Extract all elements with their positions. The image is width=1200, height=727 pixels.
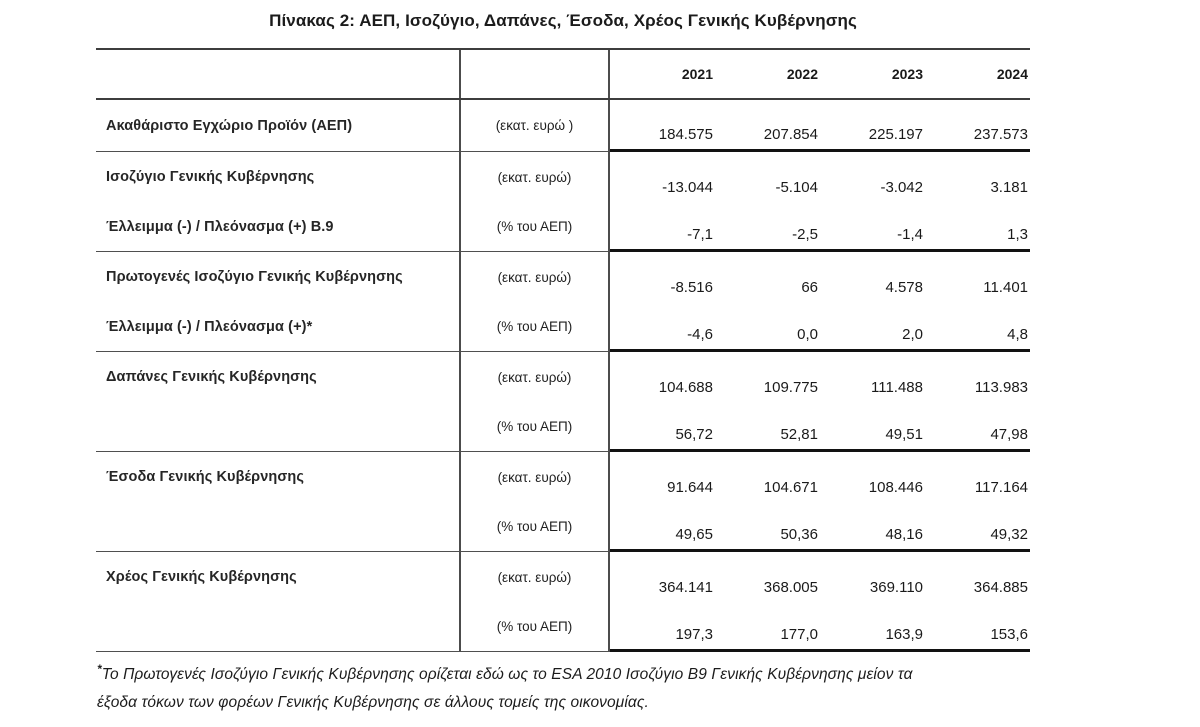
cell-value: -2,5 (715, 202, 820, 252)
table-title: Πίνακας 2: ΑΕΠ, Ισοζύγιο, Δαπάνες, Έσοδα… (269, 11, 857, 30)
cell-value: 153,6 (925, 602, 1030, 652)
cell-value: 49,51 (820, 402, 925, 452)
table-header-row: 2021 2022 2023 2024 (96, 48, 1030, 100)
cell-value: 48,16 (820, 502, 925, 552)
row-unit: (% του ΑΕΠ) (461, 302, 610, 352)
cell-value: 109.775 (763, 379, 818, 396)
row-label: Χρέος Γενικής Κυβέρνησης (96, 552, 461, 602)
table-row-debt-pct: (% του ΑΕΠ) 197,3 177,0 163,9 153,6 (96, 602, 1030, 652)
cell-value: 56,72 (610, 402, 715, 452)
cell-value: 104.688 (658, 379, 713, 396)
row-unit: (% του ΑΕΠ) (461, 402, 610, 452)
row-unit: (εκατ. ευρώ) (461, 552, 610, 602)
table-row-balance-pct: Έλλειμμα (-) / Πλεόνασμα (+) B.9 (% του … (96, 202, 1030, 252)
cell-value: 2,0 (820, 302, 925, 352)
year-header-2021: 2021 (681, 66, 713, 82)
cell-value: 104.671 (763, 479, 818, 496)
statistics-table: 2021 2022 2023 2024 Ακαθάριστο Εγχώριο Π… (96, 48, 1030, 652)
cell-value: 111.488 (871, 379, 923, 396)
footnote-asterisk: * (97, 662, 102, 676)
cell-value: 1,3 (925, 202, 1030, 252)
cell-value: 225.197 (820, 100, 925, 152)
row-unit: (% του ΑΕΠ) (461, 502, 610, 552)
row-label: Ακαθάριστο Εγχώριο Προϊόν (ΑΕΠ) (96, 100, 461, 152)
cell-value: 4,8 (925, 302, 1030, 352)
header-label-cell (96, 50, 461, 98)
table-row-revenue-pct: (% του ΑΕΠ) 49,65 50,36 48,16 49,32 (96, 502, 1030, 552)
row-label: Ισοζύγιο Γενικής Κυβέρνησης (96, 152, 461, 202)
row-label: Έσοδα Γενικής Κυβέρνησης (96, 452, 461, 502)
cell-value: 4.578 (885, 279, 923, 296)
cell-value: 163,9 (820, 602, 925, 652)
row-unit: (% του ΑΕΠ) (461, 602, 610, 652)
year-header-2022: 2022 (786, 66, 818, 82)
table-row-primary-balance-eur: Πρωτογενές Ισοζύγιο Γενικής Κυβέρνησης (… (96, 252, 1030, 302)
cell-value: -13.044 (662, 179, 713, 196)
cell-value: 108.446 (868, 479, 923, 496)
cell-value: 184.575 (610, 100, 715, 152)
table-row-gdp: Ακαθάριστο Εγχώριο Προϊόν (ΑΕΠ) (εκατ. ε… (96, 100, 1030, 152)
cell-value: 117.164 (974, 479, 1028, 496)
cell-value: 207.854 (715, 100, 820, 152)
row-unit: (εκατ. ευρώ ) (461, 100, 610, 152)
cell-value: 364.141 (658, 579, 713, 596)
cell-value: 197,3 (610, 602, 715, 652)
row-label (96, 502, 461, 552)
footnote-line-1: *Το Πρωτογενές Ισοζύγιο Γενικής Κυβέρνησ… (97, 662, 913, 684)
cell-value: 11.401 (983, 279, 1028, 296)
cell-value: -7,1 (610, 202, 715, 252)
table-row-revenue-eur: Έσοδα Γενικής Κυβέρνησης (εκατ. ευρώ) 91… (96, 452, 1030, 502)
cell-value: 47,98 (925, 402, 1030, 452)
year-header-2024: 2024 (996, 66, 1028, 82)
cell-value: 3.181 (990, 179, 1028, 196)
row-label: Δαπάνες Γενικής Κυβέρνησης (96, 352, 461, 402)
cell-value: -8.516 (670, 279, 713, 296)
cell-value: 0,0 (715, 302, 820, 352)
row-label: Πρωτογενές Ισοζύγιο Γενικής Κυβέρνησης (96, 252, 461, 302)
row-unit: (εκατ. ευρώ) (461, 352, 610, 402)
row-label (96, 402, 461, 452)
cell-value: 91.644 (667, 479, 713, 496)
row-unit: (εκατ. ευρώ) (461, 252, 610, 302)
row-label (96, 602, 461, 652)
cell-value: -4,6 (610, 302, 715, 352)
table-row-debt-eur: Χρέος Γενικής Κυβέρνησης (εκατ. ευρώ) 36… (96, 552, 1030, 602)
cell-value: 52,81 (715, 402, 820, 452)
cell-value: 237.573 (925, 100, 1030, 152)
row-unit: (εκατ. ευρώ) (461, 152, 610, 202)
cell-value: 113.983 (974, 379, 1028, 396)
cell-value: -1,4 (820, 202, 925, 252)
cell-value: 368.005 (763, 579, 818, 596)
header-unit-cell (461, 50, 610, 98)
row-label: Έλλειμμα (-) / Πλεόνασμα (+) B.9 (96, 202, 461, 252)
table-row-primary-balance-pct: Έλλειμμα (-) / Πλεόνασμα (+)* (% του ΑΕΠ… (96, 302, 1030, 352)
row-unit: (εκατ. ευρώ) (461, 452, 610, 502)
cell-value: -5.104 (775, 179, 818, 196)
cell-value: 369.110 (869, 579, 923, 596)
cell-value: 66 (801, 279, 818, 296)
cell-value: -3.042 (880, 179, 923, 196)
table-row-balance-eur: Ισοζύγιο Γενικής Κυβέρνησης (εκατ. ευρώ)… (96, 152, 1030, 202)
footnote-line-2: έξοδα τόκων των φορέων Γενικής Κυβέρνηση… (97, 694, 649, 712)
cell-value: 364.885 (973, 579, 1028, 596)
table-footnote: *Το Πρωτογενές Ισοζύγιο Γενικής Κυβέρνησ… (97, 655, 1137, 717)
row-unit: (% του ΑΕΠ) (461, 202, 610, 252)
row-label: Έλλειμμα (-) / Πλεόνασμα (+)* (96, 302, 461, 352)
cell-value: 49,65 (610, 502, 715, 552)
cell-value: 177,0 (715, 602, 820, 652)
cell-value: 49,32 (925, 502, 1030, 552)
table-row-expenditure-pct: (% του ΑΕΠ) 56,72 52,81 49,51 47,98 (96, 402, 1030, 452)
cell-value: 50,36 (715, 502, 820, 552)
year-header-2023: 2023 (891, 66, 923, 82)
table-row-expenditure-eur: Δαπάνες Γενικής Κυβέρνησης (εκατ. ευρώ) … (96, 352, 1030, 402)
